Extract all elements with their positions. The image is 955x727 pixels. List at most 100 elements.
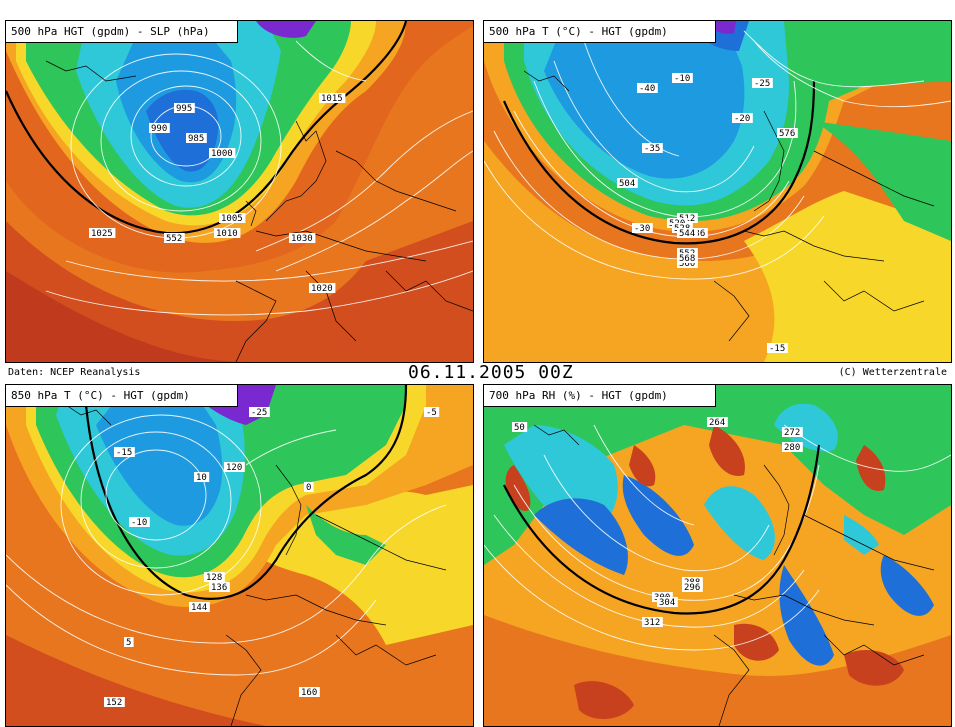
contour-label: 152	[104, 697, 125, 708]
contour-label: -25	[752, 78, 773, 89]
contour-label-text: 1030	[291, 234, 313, 244]
contour-label-text: -25	[251, 408, 267, 418]
contour-label: 10	[194, 472, 210, 483]
contour-label-text: 560	[679, 259, 695, 269]
contour-label: 1010	[214, 228, 241, 239]
temp500-map: -40-35-30-25-20-15-105045125205285365445…	[484, 21, 951, 362]
contour-label: -15	[767, 343, 788, 354]
contour-label: 0	[304, 482, 314, 493]
contour-label-text: 50	[514, 423, 525, 433]
contour-label: 50	[512, 422, 528, 433]
contour-label-text: 568	[679, 254, 695, 264]
contour-label: 544	[677, 228, 698, 239]
panel-title: 850 hPa T (°C) - HGT (gpdm)	[6, 385, 238, 407]
contour-label-text: 990	[151, 124, 167, 134]
info-strip: Daten: NCEP Reanalysis 06.11.2005 00Z (C…	[0, 362, 955, 384]
contour-label-text: -35	[644, 144, 660, 154]
contour-label: -20	[732, 113, 753, 124]
contour-label: 552	[164, 233, 185, 244]
contour-label-text: 304	[659, 598, 675, 608]
contour-label-text: 0	[306, 483, 311, 493]
contour-label-text: 264	[709, 418, 725, 428]
contour-label-text: 160	[301, 688, 317, 698]
contour-label: 296	[682, 582, 703, 593]
contour-label-text: 144	[191, 603, 207, 613]
contour-label-text: 128	[206, 573, 222, 583]
timestamp-label: 06.11.2005 00Z	[408, 362, 574, 383]
contour-label-text: -20	[734, 114, 750, 124]
contour-label: 312	[642, 617, 663, 628]
contour-label: 1020	[309, 283, 336, 294]
panel-title: 500 hPa T (°C) - HGT (gpdm)	[484, 21, 716, 43]
contour-label-text: 296	[684, 583, 700, 593]
data-source-label: Daten: NCEP Reanalysis	[8, 367, 141, 378]
contour-label-text: 272	[784, 428, 800, 438]
contour-label-text: -15	[116, 448, 132, 458]
contour-label: 280	[782, 442, 803, 453]
rh700-panel: 50264272280288296300304312 700 hPa RH (%…	[483, 384, 952, 727]
copyright-label: (C) Wetterzentrale	[838, 367, 947, 378]
temp500-panel: -40-35-30-25-20-15-105045125205285365445…	[483, 20, 952, 363]
contour-label-text: 995	[176, 104, 192, 114]
contour-label: -10	[129, 517, 150, 528]
contour-label-text: 152	[106, 698, 122, 708]
slp-map: 985 990 995 1000 1005 1010 1015 1020 1025 1030 552	[6, 21, 473, 362]
contour-label: 136	[209, 582, 230, 593]
contour-label: -5	[424, 407, 440, 418]
contour-label: 1030	[289, 233, 316, 244]
contour-label: 568	[677, 253, 698, 264]
contour-label-text: 280	[784, 443, 800, 453]
contour-label: -40	[637, 83, 658, 94]
contour-label: 990	[149, 123, 170, 134]
rh700-map: 50264272280288296300304312	[484, 385, 951, 726]
panel-title: 500 hPa HGT (gpdm) - SLP (hPa)	[6, 21, 238, 43]
contour-label-text: 1020	[311, 284, 333, 294]
contour-label: 576	[777, 128, 798, 139]
contour-label: 304	[657, 597, 678, 608]
contour-label: 160	[299, 687, 320, 698]
contour-label: 272	[782, 427, 803, 438]
contour-label-text: -15	[769, 344, 785, 354]
contour-label: -25	[249, 407, 270, 418]
contour-label: 1005	[219, 213, 246, 224]
contour-label-text: -40	[639, 84, 655, 94]
contour-label: 1015	[319, 93, 346, 104]
contour-label-text: 1010	[216, 229, 238, 239]
contour-label-text: 1005	[221, 214, 243, 224]
contour-label-text: 1000	[211, 149, 233, 159]
contour-label-text: 576	[779, 129, 795, 139]
contour-label-text: -30	[634, 224, 650, 234]
contour-label-text: -5	[426, 408, 437, 418]
contour-label: 1000	[209, 148, 236, 159]
contour-label: 5	[124, 637, 134, 648]
contour-label-text: 504	[619, 179, 635, 189]
contour-label-text: -10	[131, 518, 147, 528]
contour-label: 264	[707, 417, 728, 428]
contour-label: 504	[617, 178, 638, 189]
contour-label-text: 544	[679, 229, 695, 239]
temp850-panel: -25 -15 -10 -5 0 5 10 120 128 136 144 152 160 850 hP…	[5, 384, 474, 727]
contour-label-text: 985	[188, 134, 204, 144]
contour-label: -15	[114, 447, 135, 458]
contour-label-text: 1025	[91, 229, 113, 239]
contour-label: 985	[186, 133, 207, 144]
contour-label-text: 5	[126, 638, 131, 648]
contour-label: -35	[642, 143, 663, 154]
contour-label-text: 312	[644, 618, 660, 628]
contour-label-text: 1015	[321, 94, 343, 104]
contour-label: 128	[204, 572, 225, 583]
contour-label-text: -25	[754, 79, 770, 89]
contour-label-text: 10	[196, 473, 207, 483]
contour-label: 144	[189, 602, 210, 613]
contour-label-text: 552	[166, 234, 182, 244]
slp-panel: 985 990 995 1000 1005 1010 1015 1020 1025 1030 552…	[5, 20, 474, 363]
contour-label: -30	[632, 223, 653, 234]
contour-label: -10	[672, 73, 693, 84]
contour-label: 1025	[89, 228, 116, 239]
contour-label: 120	[224, 462, 245, 473]
panel-title: 700 hPa RH (%) - HGT (gpdm)	[484, 385, 716, 407]
contour-label-text: -10	[674, 74, 690, 84]
contour-label: 995	[174, 103, 195, 114]
contour-label-text: 120	[226, 463, 242, 473]
